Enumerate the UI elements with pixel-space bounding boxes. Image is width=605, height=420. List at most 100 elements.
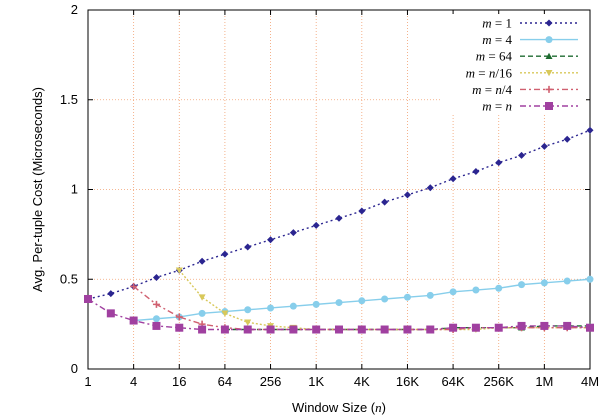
data-point (403, 325, 412, 334)
data-point (563, 135, 571, 143)
data-point (381, 295, 389, 303)
y-tick-label: 0 (71, 361, 78, 376)
data-point (175, 323, 184, 332)
data-point (545, 70, 553, 77)
x-tick-label: 1M (535, 374, 553, 389)
data-point (495, 284, 503, 292)
x-tick-label: 16 (172, 374, 186, 389)
data-point (221, 310, 229, 317)
data-point (586, 126, 594, 134)
y-tick-label: 0.5 (60, 271, 78, 286)
data-point (243, 325, 252, 334)
y-tick-label: 2 (71, 2, 78, 17)
data-point (198, 257, 206, 265)
data-point (426, 291, 434, 299)
data-point (244, 319, 252, 326)
data-point (357, 325, 366, 334)
data-point (266, 325, 275, 334)
series-group (84, 126, 594, 334)
data-point (545, 19, 553, 27)
data-point (586, 275, 594, 283)
data-point (289, 325, 298, 334)
data-point (471, 323, 480, 332)
data-point (494, 323, 503, 332)
x-tick-label: 256 (260, 374, 282, 389)
data-point (107, 290, 115, 298)
y-tick-label: 1.5 (60, 92, 78, 107)
data-point (129, 316, 138, 325)
data-point (175, 313, 183, 321)
legend-label: m = n/16 (466, 65, 513, 80)
data-point (517, 321, 526, 330)
data-point (380, 325, 389, 334)
data-point (545, 85, 553, 93)
data-point (84, 294, 92, 303)
data-point (220, 325, 229, 334)
data-point (289, 302, 297, 310)
data-point (449, 323, 458, 332)
legend: m = 1m = 4 m = 64m = n/16 m = n/4 m = n (440, 14, 586, 114)
data-point (244, 306, 252, 314)
data-point (426, 325, 435, 334)
data-point (449, 288, 457, 296)
data-point (152, 273, 160, 281)
data-point (358, 297, 366, 305)
data-point (335, 325, 343, 334)
x-tick-label: 256K (484, 374, 515, 389)
legend-label: m = n/4 (472, 82, 512, 97)
data-point (540, 321, 549, 330)
legend-label: m = n (482, 99, 512, 114)
data-point (540, 279, 548, 287)
x-tick-label: 4 (130, 374, 137, 389)
data-point (381, 198, 389, 206)
legend-background (440, 14, 586, 114)
data-point (563, 321, 572, 330)
y-axis-label: Avg. Per-tuple Cost (Microseconds) (30, 87, 45, 292)
data-point (545, 36, 553, 44)
data-point (545, 52, 553, 59)
data-point (403, 293, 411, 301)
data-point (312, 221, 320, 229)
data-point (198, 325, 207, 334)
legend-label: m = 4 (482, 32, 512, 47)
series-line (87, 129, 591, 300)
data-point (152, 300, 160, 308)
legend-label: m = 64 (476, 49, 513, 64)
data-point (518, 281, 526, 289)
x-tick-label: 64K (442, 374, 465, 389)
data-point (175, 267, 183, 274)
series-1 (84, 126, 594, 303)
data-point (563, 277, 571, 285)
series-6 (84, 294, 594, 334)
data-point (130, 282, 138, 290)
data-point (152, 321, 161, 330)
data-point (244, 243, 252, 251)
data-point (198, 294, 206, 301)
x-tick-label: 1 (84, 374, 91, 389)
legend-label: m = 1 (482, 16, 512, 31)
data-point (426, 184, 434, 192)
data-point (106, 309, 115, 318)
data-point (540, 142, 548, 150)
data-point (472, 286, 480, 294)
data-point (267, 304, 275, 312)
data-point (198, 309, 206, 317)
x-tick-label: 1K (308, 374, 324, 389)
data-point (518, 151, 526, 159)
data-point (545, 102, 553, 110)
data-point (449, 175, 457, 183)
x-tick-label: 4M (581, 374, 599, 389)
data-point (312, 300, 320, 308)
data-point (221, 250, 229, 258)
data-point (289, 229, 297, 237)
x-tick-label: 64 (218, 374, 232, 389)
x-axis-label: Window Size (n) (292, 400, 386, 415)
x-tick-label: 16K (396, 374, 419, 389)
data-point (152, 315, 160, 323)
data-point (472, 168, 480, 176)
data-point (312, 325, 321, 334)
data-point (335, 214, 343, 222)
series-2 (130, 275, 594, 325)
data-point (586, 323, 594, 332)
